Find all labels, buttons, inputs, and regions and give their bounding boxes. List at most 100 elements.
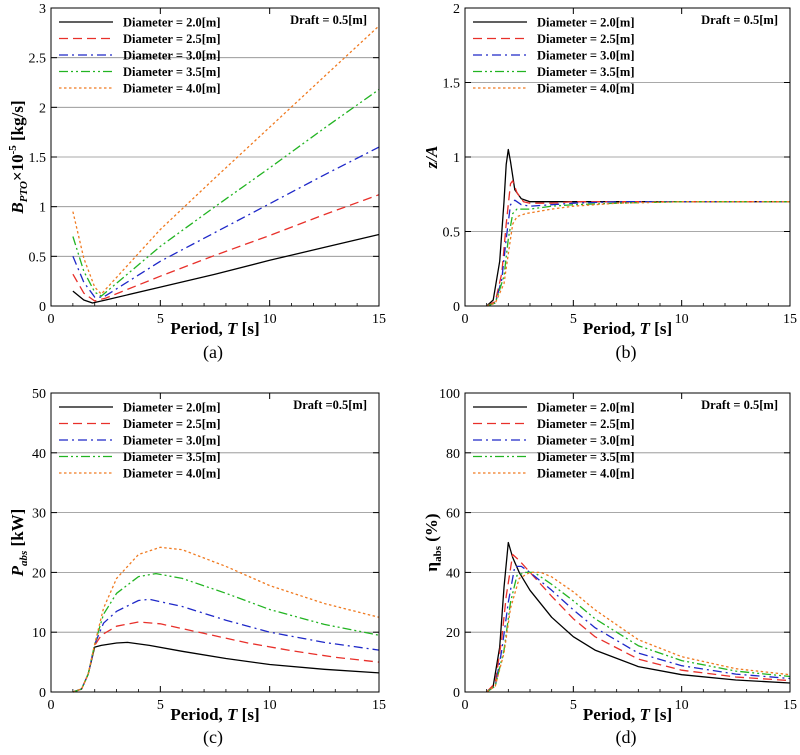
series-line-5 xyxy=(486,201,790,307)
series-line-4 xyxy=(72,88,380,297)
x-tick-label: 10 xyxy=(675,698,689,713)
series-line-5 xyxy=(72,25,380,295)
x-tick-label: 0 xyxy=(462,698,469,713)
series-line-2 xyxy=(486,180,790,307)
y-tick-label: 100 xyxy=(439,387,460,402)
y-tick-label: 10 xyxy=(32,626,46,641)
legend-label: Diameter = 4.0[m] xyxy=(123,467,220,481)
y-axis-title: BPTO×10-5 [kg/s] xyxy=(7,100,30,214)
y-tick-label: 1.5 xyxy=(443,77,461,92)
y-tick-label: 0.5 xyxy=(29,250,47,265)
legend: Diameter = 2.0[m] Diameter = 2.5[m] Diamet… xyxy=(473,16,634,96)
panel-label: (c) xyxy=(203,727,223,748)
x-tick-label: 5 xyxy=(570,698,577,713)
x-tick-label: 5 xyxy=(157,312,164,327)
draft-annotation: Draft = 0.5[m] xyxy=(701,13,778,27)
y-axis-title: Pabs [kW] xyxy=(8,509,30,578)
y-tick-label: 0 xyxy=(453,686,460,701)
series-line-1 xyxy=(486,541,791,693)
legend-label: Diameter = 4.0[m] xyxy=(537,467,634,481)
x-tick-label: 15 xyxy=(783,312,797,327)
series-line-1 xyxy=(486,148,790,307)
y-tick-label: 40 xyxy=(32,447,46,462)
y-tick-label: 30 xyxy=(32,507,46,522)
y-axis-title: ηabs (%) xyxy=(422,513,444,571)
x-tick-label: 5 xyxy=(157,698,164,713)
plot-frame xyxy=(50,392,380,693)
y-tick-label: 3 xyxy=(39,2,46,17)
y-tick-label: 0 xyxy=(39,300,46,315)
legend-label: Diameter = 2.0[m] xyxy=(123,16,220,30)
series-line-1 xyxy=(72,641,380,693)
x-tick-label: 15 xyxy=(783,698,797,713)
series-line-1 xyxy=(72,233,380,304)
x-axis-title: Period, T [s] xyxy=(170,705,259,724)
legend-label: Diameter = 2.0[m] xyxy=(537,401,634,415)
legend-label: Diameter = 3.0[m] xyxy=(537,434,634,448)
legend-label: Diameter = 2.5[m] xyxy=(123,417,220,431)
plot-frame xyxy=(464,392,791,693)
legend-label: Diameter = 3.0[m] xyxy=(123,434,220,448)
series-line-3 xyxy=(486,199,790,307)
legend-label: Diameter = 2.5[m] xyxy=(537,417,634,431)
chart-panel-c: 0 5 10 15 0 10 20 30 40 50 Period, T [s] Pabs [kW] D… xyxy=(8,387,386,748)
y-tick-label: 40 xyxy=(446,566,460,581)
panel-label: (d) xyxy=(616,727,637,748)
legend-label: Diameter = 3.5[m] xyxy=(537,450,634,464)
legend: Diameter = 2.0[m] Diameter = 2.5[m] Diamet… xyxy=(59,16,220,96)
series-line-4 xyxy=(72,572,380,693)
legend-label: Diameter = 3.0[m] xyxy=(123,49,220,63)
legend-label: Diameter = 3.5[m] xyxy=(537,65,634,79)
x-axis-title: Period, T [s] xyxy=(170,319,259,338)
legend-label: Diameter = 2.0[m] xyxy=(123,401,220,415)
draft-annotation: Draft =0.5[m] xyxy=(293,398,367,412)
y-tick-label: 2.5 xyxy=(29,52,47,67)
x-tick-label: 5 xyxy=(570,312,577,327)
chart-panel-a: 0 5 10 15 0 0.5 1 1.5 2 2.5 3 Period, T [s] BPTO×10-… xyxy=(7,2,386,363)
y-tick-label: 0.5 xyxy=(443,226,461,241)
y-tick-label: 80 xyxy=(446,447,460,462)
series-line-3 xyxy=(486,565,791,693)
x-axis-title: Period, T [s] xyxy=(583,319,672,338)
x-tick-label: 10 xyxy=(675,312,689,327)
x-tick-label: 0 xyxy=(462,312,469,327)
series-line-5 xyxy=(486,571,791,693)
x-tick-label: 15 xyxy=(372,312,386,327)
x-tick-label: 0 xyxy=(48,312,55,327)
x-tick-label: 15 xyxy=(372,698,386,713)
y-tick-label: 60 xyxy=(446,507,460,522)
chart-panel-b: 0 5 10 15 0 0.5 1 1.5 2 Period, T [s] z/A Diameter … xyxy=(422,2,797,363)
x-axis-title: Period, T [s] xyxy=(583,705,672,724)
legend-label: Diameter = 4.0[m] xyxy=(123,82,220,96)
y-axis-title: z/A xyxy=(422,146,441,170)
x-tick-label: 0 xyxy=(48,698,55,713)
y-tick-label: 2 xyxy=(39,101,46,116)
legend-label: Diameter = 2.5[m] xyxy=(537,32,634,46)
series-line-2 xyxy=(72,194,380,302)
y-tick-label: 2 xyxy=(453,2,460,17)
y-tick-label: 20 xyxy=(446,626,460,641)
legend-label: Diameter = 3.5[m] xyxy=(123,65,220,79)
y-tick-label: 0 xyxy=(453,300,460,315)
y-tick-label: 20 xyxy=(32,566,46,581)
series-line-3 xyxy=(72,598,380,693)
series-line-4 xyxy=(486,201,790,307)
series-line-2 xyxy=(486,553,791,693)
legend-label: Diameter = 2.0[m] xyxy=(537,16,634,30)
draft-annotation: Draft = 0.5[m] xyxy=(701,398,778,412)
x-tick-label: 10 xyxy=(263,698,277,713)
y-tick-label: 50 xyxy=(32,387,46,402)
y-tick-label: 0 xyxy=(39,686,46,701)
chart-panel-d: 0 5 10 15 0 20 40 60 80 100 Period, T [s] ηabs (%) D… xyxy=(422,387,797,748)
legend-label: Diameter = 3.0[m] xyxy=(537,49,634,63)
y-tick-label: 1 xyxy=(453,151,460,166)
series-line-3 xyxy=(72,146,380,298)
panel-label: (a) xyxy=(203,342,223,363)
legend-label: Diameter = 4.0[m] xyxy=(537,82,634,96)
y-tick-label: 1.5 xyxy=(29,151,47,166)
y-tick-label: 1 xyxy=(39,201,46,216)
x-tick-label: 10 xyxy=(263,312,277,327)
draft-annotation: Draft = 0.5[m] xyxy=(290,13,367,27)
series-line-5 xyxy=(72,546,380,693)
